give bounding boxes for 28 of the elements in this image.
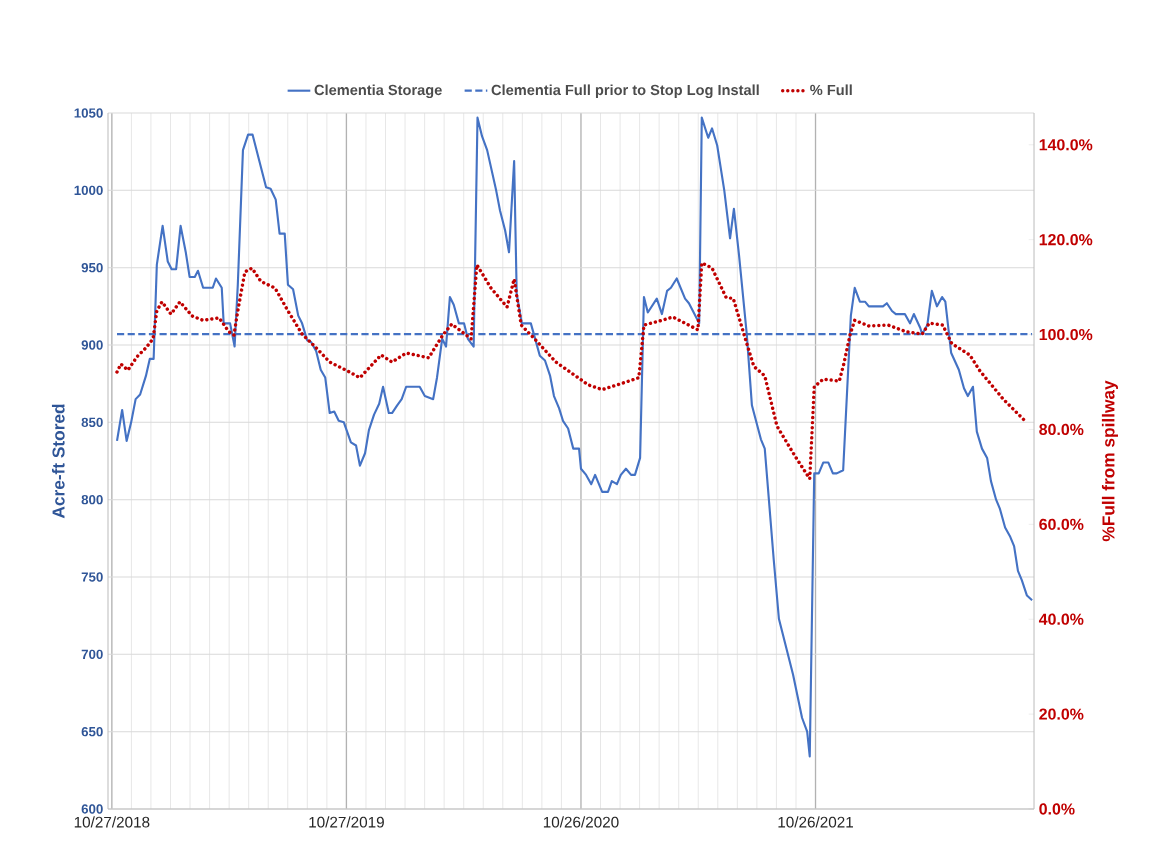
x-tick-label: 10/27/2018 (74, 816, 150, 828)
legend-label: % Full (810, 84, 852, 96)
y-tick-label: 800 (81, 494, 103, 505)
y-tick-label: 700 (81, 649, 103, 660)
x-tick-label: 10/26/2021 (778, 816, 853, 828)
y-tick-label: 1000 (74, 185, 103, 196)
y2-tick-label: 20.0% (1039, 708, 1084, 720)
y-tick-label: 950 (81, 262, 103, 273)
y2-tick-label: 100.0% (1039, 328, 1093, 341)
x-tick-label: 10/26/2020 (543, 816, 619, 828)
y2-tick-label: 0.0% (1039, 803, 1075, 815)
legend-label: Clementia Storage (314, 84, 442, 99)
y-tick-label: 750 (81, 572, 103, 582)
y2-tick-label: 120.0% (1039, 234, 1093, 246)
legend-label: Clementia Full prior to Stop Log Install (491, 84, 759, 99)
line-series (115, 261, 1027, 481)
y-tick-label: 850 (81, 417, 103, 428)
y-tick-label: 1050 (74, 108, 103, 118)
y-tick-label: 900 (81, 340, 103, 350)
y2-axis-title: %Full from spillway (1101, 380, 1118, 542)
y-axis-title: Acre-ft Stored (51, 404, 65, 519)
y2-tick-label: 140.0% (1039, 139, 1093, 151)
y-tick-label: 650 (81, 726, 103, 737)
x-tick-label: 10/27/2019 (309, 816, 384, 828)
y2-tick-label: 80.0% (1039, 423, 1084, 436)
y-tick-label: 600 (81, 804, 103, 814)
y2-tick-label: 40.0% (1038, 613, 1084, 625)
y2-tick-label: 60.0% (1039, 518, 1084, 530)
